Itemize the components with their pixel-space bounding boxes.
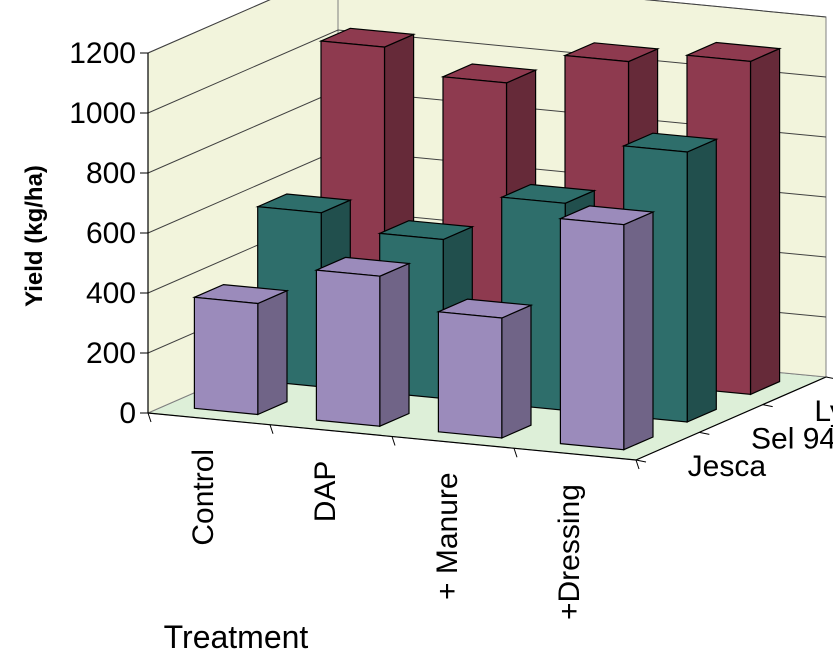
y-tick-label: 600 — [86, 217, 136, 250]
x-tick-label: Control — [187, 449, 220, 546]
x-tick-mark — [391, 436, 396, 446]
bar — [192, 283, 290, 416]
gridline — [147, 29, 827, 114]
bar — [558, 205, 656, 451]
y-tick-label: 0 — [119, 397, 136, 430]
bar-side-face — [623, 211, 654, 451]
tick-labels: 0 200 400 600 800 1000 1200 Control DAP + Manure +… — [69, 37, 833, 620]
x-tick-mark — [269, 424, 274, 434]
z-tick-mark — [825, 376, 833, 379]
z-tick-mark — [635, 459, 647, 463]
series-label: Lya 90 — [814, 395, 833, 428]
x-tick-label: +Dressing — [553, 484, 586, 620]
x-tick-mark — [513, 448, 518, 458]
y-axis-title: Yield (kg/ha) — [21, 165, 48, 307]
bar-side-face — [749, 47, 781, 396]
x-tick-label: DAP — [309, 461, 342, 523]
series-label: Jesca — [688, 450, 767, 483]
bar-front-face — [315, 269, 381, 427]
bar-side-face — [257, 289, 288, 416]
bar-front-face — [559, 217, 625, 451]
series-label: Sel 94 — [751, 423, 833, 456]
y-tick-label: 200 — [86, 337, 136, 370]
z-tick-mark — [699, 431, 710, 435]
bar — [436, 298, 534, 439]
x-tick-mark — [147, 412, 152, 423]
x-tick-mark — [635, 459, 640, 470]
bar-side-face — [379, 262, 410, 428]
y-tick-label: 1000 — [69, 97, 136, 130]
x-axis-title: Treatment — [164, 619, 309, 655]
z-axis-line — [635, 376, 827, 461]
z-tick-mark — [762, 404, 773, 408]
bar-front-face — [193, 296, 259, 416]
x-tick-label: + Manure — [431, 472, 464, 600]
bar-side-face — [686, 138, 717, 423]
bar-front-face — [437, 311, 503, 439]
bar-side-face — [501, 304, 532, 439]
axes — [140, 52, 833, 470]
bars — [192, 27, 782, 451]
y-tick-label: 800 — [86, 157, 136, 190]
y-tick-label: 1200 — [69, 37, 136, 70]
bar — [314, 256, 412, 428]
y-tick-label: 400 — [86, 277, 136, 310]
gridline — [147, 0, 827, 54]
